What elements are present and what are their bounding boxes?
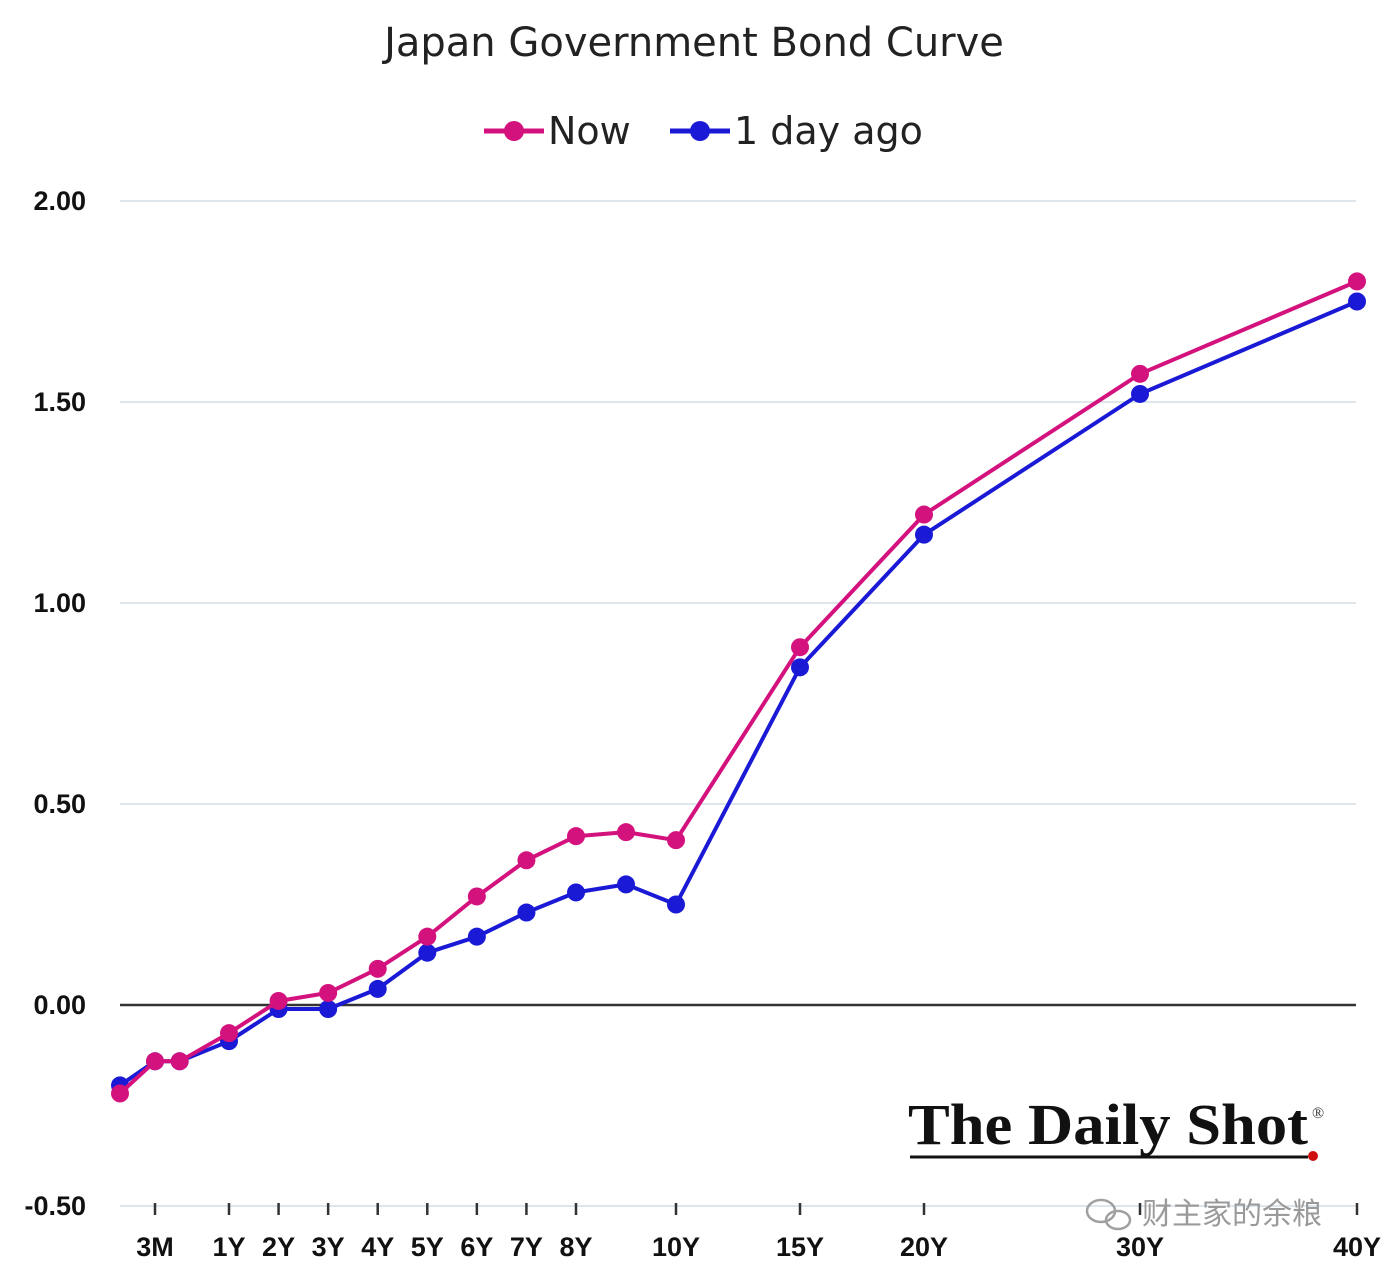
series-line (118, 279, 1358, 1095)
x-tick-label: 15Y (776, 1232, 824, 1262)
chart-title: Japan Government Bond Curve (381, 20, 1004, 66)
legend: Now 1 day ago (484, 109, 923, 153)
data-point (220, 1024, 238, 1043)
legend-item-now: Now (484, 109, 631, 153)
data-point (1348, 292, 1366, 311)
y-tick-label: 2.00 (33, 186, 86, 216)
logo-registered-mark: ® (1312, 1105, 1324, 1122)
data-point (567, 827, 585, 846)
data-point (319, 1000, 338, 1019)
x-tick-label: 2Y (262, 1232, 295, 1262)
x-tick-label: 7Y (510, 1232, 543, 1262)
watermark: 财主家的余粮 (1085, 1197, 1322, 1232)
data-point (467, 927, 486, 946)
data-point (467, 887, 486, 906)
data-point (368, 959, 387, 978)
x-tick-label: 4Y (361, 1232, 394, 1262)
x-tick-label: 3M (136, 1232, 174, 1262)
data-point (111, 1084, 129, 1103)
data-point (1131, 364, 1149, 383)
legend-swatch-marker (504, 121, 524, 141)
data-point (170, 1052, 189, 1071)
data-point (567, 883, 585, 902)
logo-dot-icon (1308, 1151, 1318, 1161)
data-point (418, 943, 437, 962)
data-point (915, 525, 933, 544)
x-tick-label: 1Y (212, 1232, 245, 1262)
data-point (368, 979, 387, 998)
data-point (517, 903, 536, 922)
data-point (418, 927, 437, 946)
data-point (1131, 384, 1149, 403)
wechat-icon (1085, 1198, 1132, 1231)
x-tick-label: 6Y (460, 1232, 493, 1262)
data-point (667, 895, 685, 914)
y-tick-label: 0.00 (33, 990, 86, 1020)
x-tick-label: 30Y (1116, 1232, 1164, 1262)
legend-swatch-marker (690, 121, 710, 141)
series-now (111, 272, 1366, 1103)
y-tick-label: 1.50 (33, 387, 86, 417)
logo-text: The Daily Shot (908, 1092, 1309, 1157)
data-point (517, 851, 536, 870)
x-tick-label: 40Y (1333, 1232, 1381, 1262)
y-tick-label: 0.50 (33, 789, 86, 819)
x-tick-label: 20Y (900, 1232, 948, 1262)
series-1-day-ago (111, 292, 1366, 1095)
series-line (118, 299, 1358, 1088)
x-tick-label: 10Y (652, 1232, 700, 1262)
data-point (915, 505, 933, 524)
y-axis-ticks: -0.50 0.00 0.50 1.00 1.50 2.00 (24, 186, 86, 1221)
legend-label: Now (548, 109, 631, 153)
gridlines (120, 200, 1356, 1207)
x-tick-label: 8Y (559, 1232, 592, 1262)
legend-item-1-day-ago: 1 day ago (670, 109, 923, 153)
daily-shot-logo: The Daily Shot ® (908, 1092, 1324, 1161)
series-group (111, 272, 1366, 1103)
x-axis: 3M 1Y 2Y 3Y 4Y 5Y 6Y 7Y 8Y 10Y 15Y 20Y 30Y 40Y (136, 1203, 1381, 1262)
watermark-text: 财主家的余粮 (1142, 1197, 1322, 1232)
data-point (791, 638, 809, 657)
data-point (269, 991, 288, 1010)
data-point (791, 658, 809, 677)
y-tick-label: 1.00 (33, 588, 86, 618)
x-tick-label: 3Y (312, 1232, 345, 1262)
data-point (617, 875, 635, 894)
data-point (667, 831, 685, 850)
x-tick-label: 5Y (411, 1232, 444, 1262)
data-point (617, 823, 635, 842)
legend-label: 1 day ago (734, 109, 923, 153)
y-tick-label: -0.50 (24, 1191, 86, 1221)
data-point (1348, 272, 1366, 291)
data-point (319, 983, 338, 1002)
data-point (146, 1052, 164, 1071)
